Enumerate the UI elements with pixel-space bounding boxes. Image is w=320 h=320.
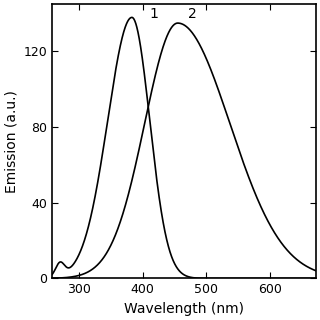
Text: 1: 1 [150,7,159,21]
X-axis label: Wavelength (nm): Wavelength (nm) [124,302,244,316]
Y-axis label: Emission (a.u.): Emission (a.u.) [4,90,18,193]
Text: 2: 2 [188,7,197,21]
